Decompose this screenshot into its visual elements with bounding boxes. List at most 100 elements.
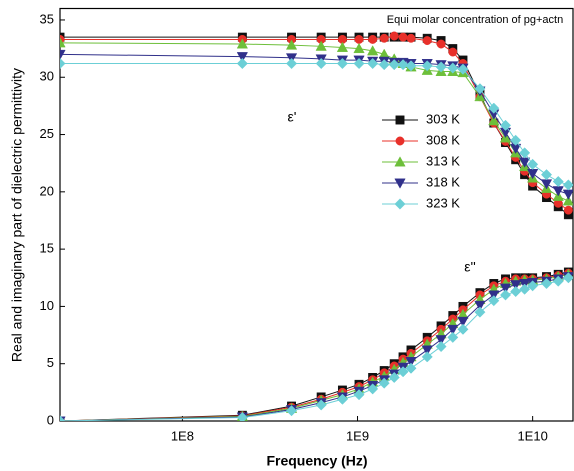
marker	[540, 277, 553, 290]
marker	[354, 34, 364, 44]
y-tick-label: 5	[47, 355, 54, 370]
legend-marker	[394, 198, 406, 210]
marker	[60, 57, 66, 70]
marker	[474, 300, 486, 311]
marker	[562, 179, 573, 191]
marker	[336, 41, 349, 52]
marker	[368, 34, 378, 44]
marker	[435, 340, 447, 353]
marker	[421, 351, 433, 363]
marker	[527, 158, 539, 170]
marker	[510, 134, 522, 146]
marker	[315, 399, 327, 411]
marker	[499, 283, 512, 294]
marker	[562, 272, 573, 284]
marker	[448, 47, 458, 57]
marker	[397, 366, 409, 378]
marker	[488, 115, 500, 126]
marker	[315, 57, 327, 70]
marker	[285, 405, 298, 417]
marker	[527, 280, 539, 292]
marker	[397, 59, 409, 71]
marker	[447, 62, 459, 74]
legend-marker	[394, 156, 406, 167]
marker	[315, 40, 327, 51]
marker	[405, 356, 417, 368]
marker	[435, 335, 447, 346]
marker	[488, 295, 500, 307]
marker	[435, 61, 447, 73]
marker	[436, 39, 446, 49]
marker	[367, 383, 379, 395]
marker	[499, 289, 512, 301]
marker	[367, 57, 379, 70]
marker	[60, 415, 66, 421]
marker	[236, 57, 248, 70]
marker	[60, 37, 66, 48]
plot-frame	[59, 7, 574, 422]
marker	[405, 362, 417, 374]
legend-marker	[395, 136, 405, 146]
marker	[457, 323, 469, 335]
x-tick-label: 1E9	[346, 428, 369, 443]
marker	[488, 102, 500, 114]
marker	[474, 83, 486, 95]
marker	[510, 285, 522, 298]
legend-label: 318 K	[426, 174, 460, 189]
y-tick-label: 0	[47, 412, 54, 427]
marker	[353, 57, 365, 70]
marker	[236, 52, 248, 63]
marker	[236, 412, 248, 421]
marker	[379, 33, 389, 43]
marker	[405, 60, 417, 72]
marker	[367, 45, 379, 56]
y-tick-label: 10	[40, 298, 54, 313]
marker	[285, 57, 298, 70]
annotation: ε''	[464, 259, 476, 275]
marker	[336, 57, 348, 70]
marker	[540, 179, 553, 190]
marker	[474, 306, 486, 318]
marker	[388, 371, 400, 384]
marker	[519, 283, 531, 295]
marker	[499, 119, 512, 131]
plot-area	[60, 31, 573, 421]
marker	[60, 49, 66, 61]
marker	[540, 169, 553, 181]
marker	[236, 38, 248, 49]
y-tick-label: 15	[40, 241, 54, 256]
marker	[562, 195, 573, 206]
marker	[421, 345, 433, 356]
x-tick-label: 1E8	[171, 428, 194, 443]
y-axis-title: Real and imaginary part of dielectric pe…	[9, 68, 25, 362]
y-tick-label: 20	[40, 183, 54, 198]
legend-label: 308 K	[426, 132, 460, 147]
marker	[563, 205, 573, 215]
legend-marker	[395, 115, 405, 125]
marker	[388, 59, 400, 71]
marker	[378, 59, 390, 71]
marker	[336, 393, 348, 405]
marker	[552, 275, 564, 287]
marker	[552, 175, 564, 188]
marker	[447, 324, 459, 336]
marker	[398, 32, 408, 42]
marker	[285, 39, 298, 50]
marker	[353, 389, 365, 401]
marker	[519, 147, 531, 159]
marker	[389, 31, 399, 41]
legend-label: 313 K	[426, 153, 460, 168]
marker	[457, 63, 469, 75]
marker	[378, 377, 390, 389]
chart-title: Equi molar concentration of pg+actn	[387, 14, 563, 26]
x-axis-title: Frequency (Hz)	[266, 453, 367, 469]
marker	[457, 316, 469, 328]
legend-label: 303 K	[426, 111, 460, 126]
marker	[510, 280, 522, 291]
marker	[421, 60, 433, 72]
marker	[562, 189, 573, 200]
marker	[406, 33, 416, 43]
y-tick-label: 35	[40, 11, 54, 26]
